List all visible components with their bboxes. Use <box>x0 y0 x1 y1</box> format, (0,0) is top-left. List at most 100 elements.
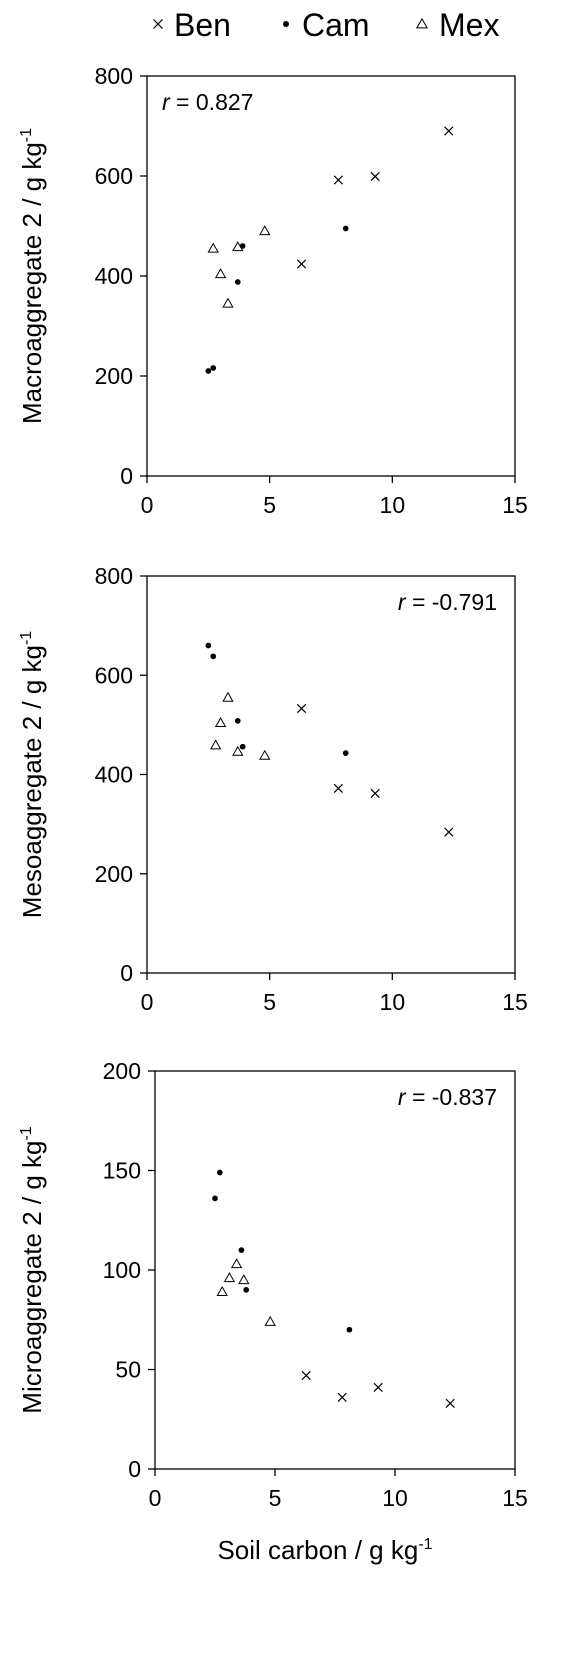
legend: Ben Cam Mex <box>153 7 499 43</box>
correlation-value: = 0.827 <box>170 89 254 115</box>
x-axis-label: Soil carbon / g kg-1 <box>217 1535 432 1565</box>
data-point-ben <box>370 171 380 182</box>
series-cam <box>212 1169 353 1333</box>
y-tick-label: 800 <box>95 63 133 89</box>
x-tick-label: 15 <box>502 1485 528 1511</box>
marker-stroke <box>333 175 343 185</box>
legend-entry-ben: Ben <box>153 7 231 43</box>
x-tick-label: 5 <box>269 1485 282 1511</box>
series-cam <box>205 225 349 374</box>
data-point-ben <box>337 1392 347 1402</box>
series-cam <box>205 642 349 757</box>
data-point-cam <box>342 225 349 232</box>
plot-area <box>154 1070 516 1470</box>
data-point-mex <box>259 225 271 236</box>
data-point-cam <box>243 1287 250 1293</box>
data-point-mex <box>232 241 244 252</box>
marker-stroke <box>444 827 454 837</box>
data-point-cam <box>210 653 217 660</box>
x-axis-label-text: Soil carbon / g kg <box>217 1535 418 1565</box>
legend-marker-ben <box>153 19 163 29</box>
data-point-cam <box>346 1326 353 1333</box>
y-tick-label: 600 <box>95 163 133 189</box>
x-tick-label: 10 <box>382 1485 408 1511</box>
data-point-cam <box>205 642 212 649</box>
data-point-cam <box>216 1169 223 1176</box>
x-tick-label: 5 <box>263 492 276 518</box>
y-axis-label-superscript: -1 <box>18 128 35 142</box>
data-point-ben <box>296 259 307 269</box>
marker-stroke <box>333 783 343 794</box>
data-point-mex <box>264 1315 276 1326</box>
marker-stroke <box>296 259 307 269</box>
data-point-ben <box>445 1398 455 1408</box>
data-point-ben <box>333 175 343 185</box>
y-axis-label-text: Mesoaggregate 2 / g kg <box>17 645 47 918</box>
data-point-mex <box>222 297 234 308</box>
marker-stroke <box>296 703 307 714</box>
x-tick-label: 10 <box>380 492 406 518</box>
correlation-annotation: r = 0.827 <box>162 89 253 115</box>
x-tick-label: 15 <box>502 989 528 1015</box>
data-point-mex <box>259 749 271 760</box>
chart-panel-1: 0 200 400 600 800 0 5 10 15 Macroaggregate 2 / g … <box>17 63 528 518</box>
panels: 0 200 400 600 800 0 5 10 15 Macroaggregate 2 / g … <box>17 63 528 1565</box>
y-tick-label: 100 <box>103 1257 141 1283</box>
legend-marker-cam <box>283 21 289 27</box>
data-point-mex <box>216 1286 228 1297</box>
data-point-cam <box>210 365 217 371</box>
data-point-mex <box>223 1272 236 1283</box>
chart-panel-3: 0 50 100 150 200 0 5 10 15 Microaggregate 2 / g k… <box>17 1058 528 1565</box>
legend-label-ben: Ben <box>174 7 231 43</box>
data-point-cam <box>342 750 349 757</box>
data-point-cam <box>212 1195 218 1202</box>
data-point-cam <box>234 279 241 285</box>
data-point-cam <box>239 743 246 750</box>
series-mex <box>207 225 271 308</box>
y-axis-label: Mesoaggregate 2 / g kg-1 <box>17 631 47 919</box>
y-tick-label: 800 <box>95 563 133 589</box>
y-axis-label-text: Macroaggregate 2 / g kg <box>17 142 47 424</box>
data-point-ben <box>444 827 454 837</box>
x-axis-label-superscript: -1 <box>418 1536 432 1553</box>
chart-panel-2: 0 200 400 600 800 0 5 10 15 Mesoaggregate 2 / g k… <box>17 563 528 1015</box>
legend-entry-mex: Mex <box>415 7 499 43</box>
marker-stroke <box>153 19 163 29</box>
data-point-ben <box>373 1382 383 1393</box>
legend-marker-mex <box>415 17 429 29</box>
y-tick-label: 200 <box>103 1058 141 1084</box>
x-tick-label: 5 <box>263 989 276 1015</box>
marker-stroke <box>370 788 380 798</box>
correlation-symbol: r <box>398 1084 407 1110</box>
legend-label-mex: Mex <box>439 7 499 43</box>
marker-stroke <box>337 1392 347 1402</box>
y-tick-label: 200 <box>95 363 133 389</box>
series-ben <box>296 126 454 269</box>
correlation-value: = -0.791 <box>406 589 497 615</box>
marker-stroke <box>301 1370 311 1381</box>
legend-label-cam: Cam <box>302 7 370 43</box>
data-point-ben <box>301 1370 311 1381</box>
y-tick-label: 200 <box>95 861 133 887</box>
y-tick-label: 0 <box>120 463 133 489</box>
y-axis-label-text: Microaggregate 2 / g kg <box>17 1141 47 1414</box>
series-ben <box>301 1370 455 1408</box>
marker-stroke <box>444 126 454 136</box>
data-point-mex <box>214 717 227 728</box>
data-point-ben <box>296 703 307 714</box>
data-point-ben <box>333 783 343 794</box>
data-point-cam <box>238 1247 245 1253</box>
y-axis-label: Microaggregate 2 / g kg-1 <box>17 1126 47 1413</box>
x-tick-label: 0 <box>141 492 154 518</box>
y-axis-label: Macroaggregate 2 / g kg-1 <box>17 128 47 424</box>
series-mex <box>210 691 271 760</box>
x-tick-label: 10 <box>380 989 406 1015</box>
data-point-mex <box>232 745 244 756</box>
data-point-mex <box>210 739 222 750</box>
y-axis-label-superscript: -1 <box>18 631 35 645</box>
x-tick-label: 0 <box>141 989 154 1015</box>
y-tick-label: 400 <box>95 263 133 289</box>
y-tick-label: 0 <box>120 960 133 986</box>
y-tick-label: 50 <box>115 1357 141 1383</box>
